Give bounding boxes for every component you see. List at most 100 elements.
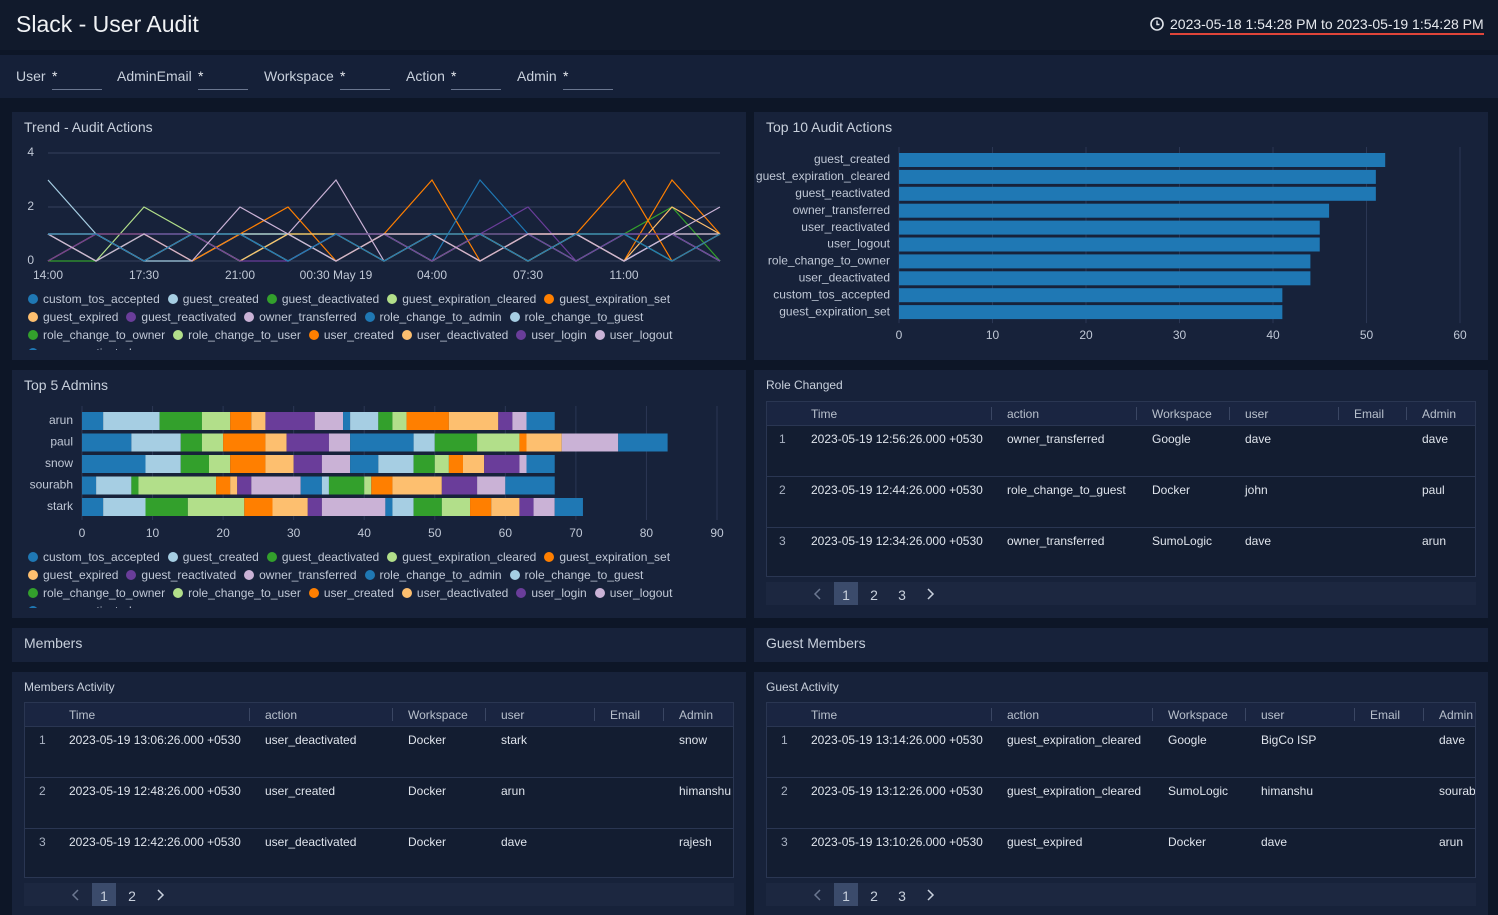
clock-icon — [1150, 17, 1164, 31]
table-cell: dave — [1422, 432, 1449, 446]
legend-item[interactable]: role_change_to_user — [173, 326, 301, 344]
legend-item[interactable]: guest_expired — [28, 308, 118, 326]
table: Time action Workspace user Email Admin 1 2023-0… — [766, 702, 1476, 878]
column-header[interactable]: Admin — [679, 708, 714, 722]
page-button[interactable]: 2 — [870, 888, 878, 904]
legend-item[interactable]: user_reactivated — [28, 602, 132, 608]
legend-item[interactable]: guest_deactivated — [266, 548, 379, 566]
legend-item[interactable]: guest_expiration_set — [544, 548, 670, 566]
table-cell: user_deactivated — [265, 835, 357, 849]
column-header[interactable]: user — [1261, 708, 1285, 722]
bar-segment — [314, 412, 344, 430]
legend-item[interactable]: guest_expiration_cleared — [387, 548, 536, 566]
legend-label: user_deactivated — [416, 586, 509, 600]
legend-item[interactable]: user_reactivated — [28, 344, 132, 350]
line-series — [47, 233, 721, 262]
legend-item[interactable]: custom_tos_accepted — [28, 290, 160, 308]
table-cell: Docker — [1152, 483, 1191, 497]
legend-item[interactable]: role_change_to_owner — [28, 584, 165, 602]
legend-item[interactable]: user_created — [308, 584, 394, 602]
legend-item[interactable]: guest_created — [167, 548, 259, 566]
column-header[interactable]: Email — [1370, 708, 1401, 722]
legend-item[interactable]: role_change_to_admin — [364, 308, 502, 326]
y-tick-label: stark — [47, 499, 74, 513]
column-header[interactable]: Workspace — [1152, 407, 1212, 421]
panel-title: Role Changed — [766, 378, 843, 392]
column-header[interactable]: Admin — [1422, 407, 1457, 421]
legend-label: user_created — [323, 586, 394, 600]
column-header[interactable]: action — [1007, 407, 1040, 421]
panel-title: Top 5 Admins — [24, 377, 109, 393]
column-header[interactable]: action — [265, 708, 298, 722]
filter-input[interactable]: * — [198, 68, 248, 90]
legend-item[interactable]: custom_tos_accepted — [28, 548, 160, 566]
page-button[interactable]: 1 — [92, 883, 116, 906]
column-header[interactable]: Admin — [1439, 708, 1474, 722]
table-cell: user_deactivated — [265, 733, 357, 747]
line-series — [47, 178, 721, 262]
bar-segment — [82, 455, 146, 473]
filter-label: AdminEmail — [117, 68, 192, 84]
next-page[interactable] — [148, 883, 172, 906]
legend-swatch — [28, 588, 38, 598]
legend-item[interactable]: guest_reactivated — [126, 308, 236, 326]
legend-item[interactable]: role_change_to_guest — [509, 308, 643, 326]
legend-label: guest_created — [182, 550, 259, 564]
legend-item[interactable]: guest_created — [167, 290, 259, 308]
page-button[interactable]: 1 — [834, 582, 858, 605]
page-button[interactable]: 3 — [898, 587, 906, 603]
legend-item[interactable]: guest_expiration_cleared — [387, 290, 536, 308]
legend-item[interactable]: user_deactivated — [401, 584, 509, 602]
column-header[interactable]: action — [1007, 708, 1040, 722]
legend-swatch — [126, 570, 137, 580]
legend-item[interactable]: user_created — [308, 326, 394, 344]
legend-item[interactable]: user_logout — [594, 584, 673, 602]
legend-label: user_logout — [609, 586, 673, 600]
column-header[interactable]: Email — [610, 708, 641, 722]
filter-input[interactable]: * — [563, 68, 613, 90]
bar-segment — [82, 433, 132, 452]
legend-item[interactable]: owner_transferred — [244, 566, 357, 584]
legend-item[interactable]: user_logout — [594, 326, 672, 344]
legend-item[interactable]: guest_deactivated — [266, 290, 379, 308]
filter-input[interactable]: * — [340, 68, 390, 90]
page-button[interactable]: 1 — [834, 883, 858, 906]
time-range[interactable]: 2023-05-18 1:54:28 PM to 2023-05-19 1:54… — [1170, 16, 1484, 35]
column-header[interactable]: Email — [1354, 407, 1385, 421]
line-series — [48, 233, 721, 262]
filter-input[interactable]: * — [451, 68, 501, 90]
legend-swatch — [28, 552, 38, 562]
legend-item[interactable]: guest_expiration_set — [544, 290, 670, 308]
column-header[interactable]: Workspace — [408, 708, 468, 722]
legend-item[interactable]: role_change_to_admin — [364, 566, 502, 584]
legend-item[interactable]: user_deactivated — [401, 326, 508, 344]
table-cell: owner_transferred — [1007, 432, 1105, 446]
column-header[interactable]: Time — [811, 407, 838, 421]
legend-swatch — [28, 294, 38, 304]
column-header[interactable]: Time — [69, 708, 96, 722]
column-separator — [1354, 708, 1355, 721]
legend-item[interactable]: user_login — [516, 584, 587, 602]
bar-segment — [533, 498, 555, 516]
page-button[interactable]: 2 — [128, 888, 136, 904]
legend-item[interactable]: owner_transferred — [244, 308, 357, 326]
column-header[interactable]: Time — [811, 708, 838, 722]
legend-item[interactable]: guest_reactivated — [126, 566, 236, 584]
legend-swatch — [594, 330, 605, 340]
filter-input[interactable]: * — [52, 68, 102, 90]
legend-swatch — [544, 294, 555, 304]
legend-item[interactable]: role_change_to_guest — [509, 566, 643, 584]
column-header[interactable]: user — [1245, 407, 1269, 421]
legend-item[interactable]: user_login — [516, 326, 587, 344]
bar-segment — [180, 433, 202, 452]
legend-item[interactable]: guest_expired — [28, 566, 118, 584]
next-page[interactable] — [918, 582, 942, 605]
legend-item[interactable]: role_change_to_user — [173, 584, 301, 602]
column-header[interactable]: Workspace — [1168, 708, 1228, 722]
legend-item[interactable]: role_change_to_owner — [28, 326, 165, 344]
column-header[interactable]: user — [501, 708, 525, 722]
page-button[interactable]: 2 — [870, 587, 878, 603]
page-button[interactable]: 3 — [898, 888, 906, 904]
next-page[interactable] — [918, 883, 942, 906]
